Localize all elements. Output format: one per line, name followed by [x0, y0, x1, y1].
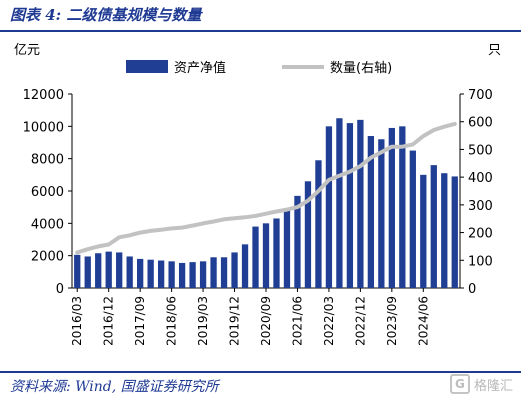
legend-line-label: 数量(右轴) — [330, 61, 392, 76]
bar — [220, 257, 228, 288]
bar — [210, 257, 217, 288]
watermark: G 格隆汇 — [449, 374, 513, 394]
x-tick-label: 2020/09 — [259, 296, 273, 346]
x-tick-label: 2022/03 — [322, 296, 336, 346]
bar — [388, 127, 395, 288]
bar — [157, 260, 165, 288]
line-series-count — [75, 121, 457, 255]
y-tick-label-left: 8000 — [31, 153, 64, 168]
y-tick-label-left: 0 — [56, 282, 64, 297]
bar — [273, 218, 280, 288]
bar — [147, 259, 154, 288]
y-tick-label-right: 400 — [468, 171, 493, 186]
x-tick-label: 2023/09 — [385, 296, 399, 346]
x-tick-label: 2016/12 — [102, 296, 116, 346]
bar — [294, 195, 301, 288]
bar — [357, 119, 364, 288]
bar — [304, 181, 312, 288]
bar — [95, 253, 102, 288]
x-tick-label: 2022/12 — [353, 296, 367, 346]
bar — [168, 261, 175, 288]
bar — [231, 252, 238, 288]
bar — [126, 256, 133, 288]
legend-bar-swatch — [126, 60, 168, 73]
y-tick-label-right: 600 — [468, 116, 493, 131]
bar — [105, 251, 112, 288]
legend-bar-label: 资产净值 — [174, 60, 226, 76]
bar — [367, 136, 375, 288]
x-tick-label: 2021/06 — [290, 296, 304, 346]
y-tick-label-right: 100 — [468, 254, 493, 269]
bar — [283, 210, 291, 288]
x-tick-label: 2019/03 — [196, 296, 210, 346]
source-note: 资料来源: Wind, 国盛证券研究所 — [10, 379, 219, 395]
y-tick-label-right: 200 — [468, 227, 493, 242]
bar — [325, 126, 333, 288]
bar — [451, 176, 458, 288]
y-tick-label-right: 700 — [468, 88, 493, 103]
x-tick-label: 2018/06 — [165, 296, 179, 346]
y-tick-label-left: 6000 — [31, 185, 64, 200]
y-tick-label-left: 4000 — [31, 217, 64, 232]
bar — [178, 262, 186, 288]
y-tick-label-left: 12000 — [23, 88, 64, 103]
x-tick-label: 2024/06 — [416, 296, 430, 346]
bar — [441, 173, 448, 288]
footer-divider — [0, 371, 521, 373]
bar — [262, 223, 270, 288]
bar — [409, 150, 416, 288]
watermark-text: 格隆汇 — [473, 378, 513, 394]
bar — [252, 226, 259, 288]
chart: 亿元 只 0 2000 4000 6000 8000 10000 12000 0 100 200 300… — [14, 43, 501, 346]
bar — [116, 252, 123, 288]
watermark-logo-icon: G — [449, 374, 470, 394]
bar — [199, 261, 207, 288]
bar — [378, 139, 385, 288]
bar — [336, 118, 343, 288]
chart-title: 图表 4: 二级债基规模与数量 — [10, 6, 202, 24]
bar — [241, 244, 249, 288]
bar — [84, 256, 91, 288]
title-bar: 图表 4: 二级债基规模与数量 — [0, 0, 521, 32]
x-tick-label: 2016/03 — [70, 296, 84, 346]
bar — [137, 258, 144, 288]
x-tick-label: 2019/12 — [228, 296, 242, 346]
y-tick-label-left: 10000 — [23, 120, 64, 135]
bar — [315, 160, 322, 288]
y-tick-label-right: 300 — [468, 199, 493, 214]
bar — [399, 126, 406, 288]
x-tick-label: 2017/09 — [133, 296, 147, 346]
bar — [430, 165, 437, 288]
bar — [346, 123, 354, 288]
y-tick-label-left: 2000 — [31, 250, 64, 265]
bar — [189, 262, 196, 288]
y-tick-label-right: 500 — [468, 143, 493, 158]
y-tick-label-right: 0 — [468, 282, 476, 297]
bar — [74, 254, 81, 288]
bar — [420, 174, 427, 288]
y-axis-left-label: 亿元 — [14, 43, 40, 58]
y-axis-right-label: 只 — [488, 43, 501, 58]
